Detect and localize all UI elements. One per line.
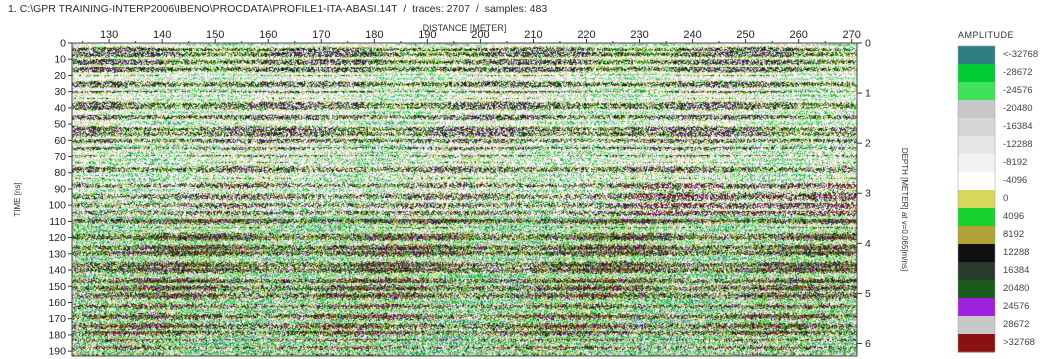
y-tick-label: 150 [48, 281, 66, 293]
y2-tick-label: 0 [865, 38, 871, 50]
colorbar-swatch [958, 154, 995, 173]
y-axis-label: TIME [ns] [13, 182, 22, 216]
y-tick-label: 50 [54, 119, 66, 131]
x-tick-label: 150 [206, 29, 224, 41]
colorbar-label: -20480 [1003, 103, 1033, 114]
x-tick-label: 270 [843, 29, 861, 41]
x-tick-label: 240 [683, 29, 701, 41]
y-tick-label: 120 [48, 232, 66, 244]
y-tick-label: 40 [54, 102, 66, 114]
colorbar-label: -4096 [1003, 175, 1028, 186]
x-tick-label: 230 [630, 29, 648, 41]
y-tick-label: 0 [60, 38, 66, 50]
colorbar-swatch [958, 100, 995, 119]
colorbar-swatch [958, 190, 995, 209]
colorbar-label: 12288 [1003, 247, 1030, 258]
x-tick-label: 130 [100, 29, 118, 41]
colorbar-swatch [958, 262, 995, 281]
x-tick-label: 180 [365, 29, 383, 41]
colorbar-label: -28672 [1003, 67, 1033, 78]
x-tick-label: 200 [471, 29, 489, 41]
y-tick-label: 80 [54, 167, 66, 179]
colorbar-swatch [958, 136, 995, 155]
y-tick-label: 90 [54, 183, 66, 195]
y-tick-label: 140 [48, 265, 66, 277]
colorbar-label: 28672 [1003, 319, 1030, 330]
y-tick-label: 160 [48, 297, 66, 309]
colorbar-swatch [958, 298, 995, 317]
colorbar-label: 16384 [1003, 265, 1030, 276]
colorbar-swatch [958, 172, 995, 191]
traces-count: traces: 2707 [412, 3, 470, 15]
y2-tick-label: 2 [865, 138, 871, 150]
x-tick-label: 170 [312, 29, 330, 41]
y2-tick-label: 4 [865, 238, 871, 250]
colorbar-swatch [958, 226, 995, 245]
colorbar-swatch [958, 64, 995, 83]
y-tick-label: 190 [48, 346, 66, 358]
colorbar-label: 4096 [1003, 211, 1025, 222]
y2-tick-label: 5 [865, 288, 871, 300]
x-axis-label: DISTANCE [METER] [423, 23, 507, 33]
file-path: C:\GPR TRAINING-INTERP2006\IBENO\PROCDAT… [19, 3, 398, 15]
radargram-image [72, 43, 857, 356]
y-tick-label: 180 [48, 329, 66, 341]
y2-tick-label: 3 [865, 188, 871, 200]
x-tick-label: 210 [524, 29, 542, 41]
colorbar-swatch [958, 46, 995, 65]
colorbar-swatch [958, 280, 995, 299]
colorbar-title: AMPLITUDE [958, 30, 1015, 40]
y-tick-label: 170 [48, 313, 66, 325]
colorbar-label: -16384 [1003, 121, 1033, 132]
colorbar-label: 24576 [1003, 301, 1030, 312]
y2-tick-label: 1 [865, 88, 871, 100]
colorbar-swatch [958, 82, 995, 101]
samples-count: samples: 483 [484, 3, 548, 15]
profile-index: 1. [8, 3, 17, 15]
colorbar-label: -24576 [1003, 85, 1033, 96]
colorbar-label: <-32768 [1003, 49, 1039, 60]
y-tick-label: 60 [54, 135, 66, 147]
y-tick-label: 70 [54, 151, 66, 163]
x-tick-label: 140 [153, 29, 171, 41]
colorbar-swatch [958, 118, 995, 137]
colorbar-label: 0 [1003, 193, 1009, 204]
y-tick-label: 20 [54, 70, 66, 82]
plot-frame [71, 42, 858, 357]
colorbar-label: 20480 [1003, 283, 1030, 294]
x-tick-label: 260 [789, 29, 807, 41]
colorbar-swatch [958, 208, 995, 227]
colorbar-swatch [958, 316, 995, 335]
colorbar-label: >32768 [1003, 337, 1035, 348]
x-tick-label: 190 [418, 29, 436, 41]
y2-axis-label: DEPTH [METER] at v=0.065[m/ns] [900, 148, 909, 271]
x-tick-label: 160 [259, 29, 277, 41]
y-tick-label: 30 [54, 86, 66, 98]
colorbar-frame [957, 45, 996, 353]
colorbar-swatch [958, 334, 995, 353]
colorbar-swatch [958, 244, 995, 263]
x-tick-label: 250 [736, 29, 754, 41]
y-tick-label: 10 [54, 54, 66, 66]
y-tick-label: 130 [48, 248, 66, 260]
y-tick-label: 110 [49, 216, 66, 228]
file-header: 1. C:\GPR TRAINING-INTERP2006\IBENO\PROC… [8, 3, 548, 15]
colorbar-label: -12288 [1003, 139, 1033, 150]
y2-tick-label: 6 [865, 338, 871, 350]
x-tick-label: 220 [577, 29, 595, 41]
colorbar-label: -8192 [1003, 157, 1028, 168]
y-tick-label: 100 [48, 200, 66, 212]
colorbar-label: 8192 [1003, 229, 1025, 240]
